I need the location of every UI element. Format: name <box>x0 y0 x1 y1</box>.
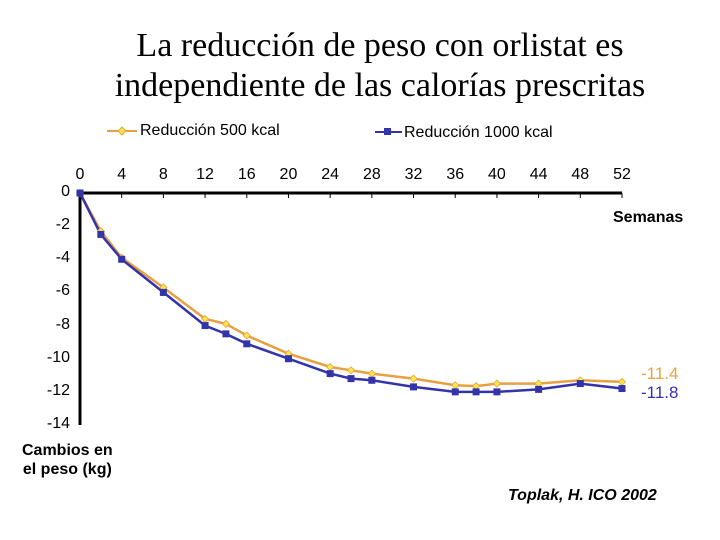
data-point-1000 <box>451 388 459 396</box>
chart-title-line2: independiente de las calorías prescritas <box>114 67 646 104</box>
y-tick-label: -6 <box>55 282 70 300</box>
x-tick-label: 16 <box>237 166 256 183</box>
y-tick-label: -8 <box>55 315 70 333</box>
data-point-500 <box>221 319 230 328</box>
x-tick-label: 48 <box>571 166 590 183</box>
data-point-1000 <box>201 322 209 330</box>
data-point-1000 <box>410 383 418 391</box>
legend-item-500 <box>107 126 137 136</box>
x-tick-label: 0 <box>75 166 85 183</box>
x-tick-label: 28 <box>362 166 381 183</box>
data-point-500 <box>492 379 501 388</box>
data-point-1000 <box>535 385 543 393</box>
data-point-1000 <box>159 288 167 296</box>
data-point-1000 <box>493 388 501 396</box>
data-point-1000 <box>243 340 251 348</box>
data-point-500 <box>346 366 356 375</box>
data-point-1000 <box>284 355 292 363</box>
data-point-1000 <box>222 330 230 338</box>
data-point-1000 <box>347 375 355 383</box>
legend-marker-1000 <box>384 128 391 135</box>
legend-label-1000: Reducción 1000 kcal <box>404 124 553 141</box>
data-point-500 <box>367 369 376 378</box>
data-point-500 <box>326 362 335 372</box>
data-point-1000 <box>326 370 334 378</box>
y-tick-label: 0 <box>61 183 70 200</box>
series-line-500 <box>78 192 623 388</box>
x-tick-label: 44 <box>529 166 548 183</box>
chart-title-line1: La reducción de peso con orlistat es <box>136 27 624 64</box>
x-tick-label: 40 <box>488 166 506 183</box>
x-tick-label: 20 <box>279 166 298 183</box>
x-tick-label: 12 <box>196 166 214 183</box>
data-point-1000 <box>76 189 84 197</box>
legend-item-1000 <box>375 128 402 135</box>
x-tick-label: 4 <box>117 166 127 183</box>
y-tick-label: -2 <box>55 216 70 234</box>
x-tick-label: 36 <box>446 166 465 183</box>
data-point-500 <box>242 331 251 340</box>
legend-label-500: Reducción 500 kcal <box>140 122 280 139</box>
end-label-1000: -11.8 <box>641 383 679 402</box>
data-point-1000 <box>118 255 126 263</box>
y-tick-label: -14 <box>46 415 70 432</box>
x-tick-label: 24 <box>321 166 340 183</box>
y-axis-title: Cambios en el peso (kg) <box>22 441 113 479</box>
data-point-1000 <box>576 380 584 388</box>
data-point-1000 <box>368 376 376 384</box>
legend-marker-500 <box>117 126 127 136</box>
data-point-500 <box>617 377 627 386</box>
series-line-1000 <box>78 192 623 394</box>
end-label-500: -11.4 <box>641 364 679 383</box>
data-point-1000 <box>618 385 626 393</box>
data-point-1000 <box>472 388 480 396</box>
x-tick-label: 8 <box>158 166 168 183</box>
data-point-500 <box>451 381 460 390</box>
data-point-500 <box>409 374 418 383</box>
x-tick-label: 52 <box>613 166 631 183</box>
series-layer <box>75 188 627 396</box>
y-tick-label: -10 <box>46 348 70 366</box>
y-axis-title-line1: Cambios en <box>22 442 113 459</box>
y-tick-label: -12 <box>46 381 70 399</box>
y-axis-title-line2: el peso (kg) <box>22 461 112 478</box>
source-citation: Toplak, H. ICO 2002 <box>508 487 657 504</box>
x-tick-label: 32 <box>404 166 423 183</box>
x-axis-title: Semanas <box>613 209 684 226</box>
data-point-1000 <box>97 230 105 238</box>
y-tick-label: -4 <box>55 249 70 267</box>
